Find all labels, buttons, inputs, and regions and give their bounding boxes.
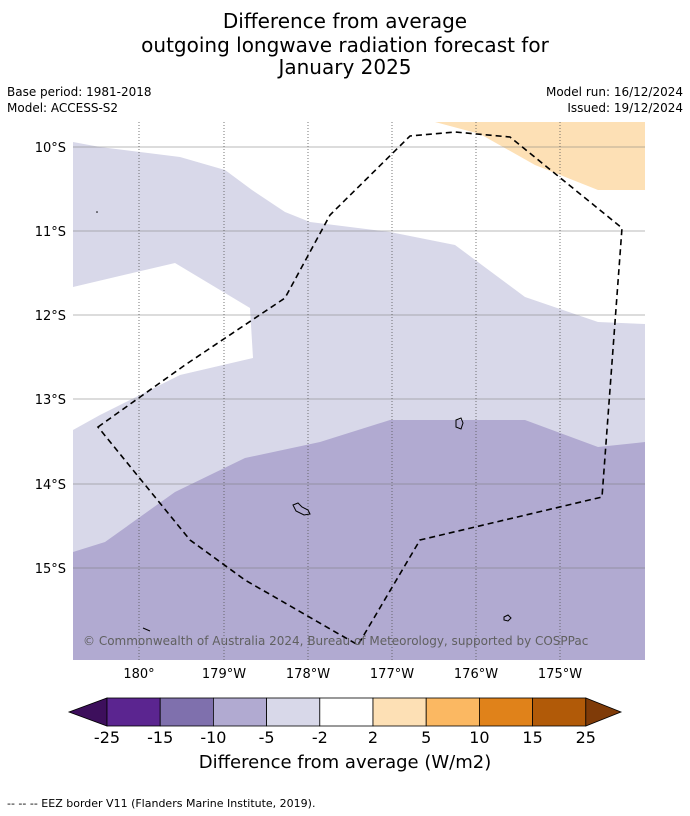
colorbar-tick-label: 15 [522, 728, 543, 747]
eez-legend-note: -- -- -- EEZ border V11 (Flanders Marine… [7, 797, 316, 810]
colorbar-tick-label: 5 [421, 728, 432, 747]
eez-border [96, 131, 623, 647]
lon-label: 178°W [286, 667, 330, 682]
lon-label: 175°W [538, 667, 582, 682]
colorbar-segment [106, 697, 161, 727]
latitude-labels: 10°S 11°S 12°S 13°S 14°S 15°S [35, 141, 66, 577]
colorbar-segment [478, 697, 533, 727]
island-dot-northwest [96, 211, 98, 213]
colorbar-extend-high [585, 697, 623, 727]
lon-label: 176°W [454, 667, 498, 682]
model-name: Model: ACCESS-S2 [7, 101, 119, 115]
colorbar-segment [425, 697, 480, 727]
island-futuna [292, 502, 311, 516]
colorbar-tick-label: -15 [147, 728, 174, 747]
lat-label: 10°S [35, 141, 66, 156]
latitude-gridlines [73, 146, 645, 569]
title-line-1: Difference from average [222, 9, 468, 33]
lon-label: 180° [123, 667, 154, 682]
colorbar-tick-label: 25 [575, 728, 596, 747]
colorbar-segment [372, 697, 427, 727]
lat-label: 12°S [35, 309, 66, 324]
lat-label: 11°S [35, 225, 66, 240]
colorbar-segment [532, 697, 587, 727]
colorbar-segment [319, 697, 374, 727]
colorbar-segment [212, 697, 267, 727]
map-area: © Commonwealth of Australia 2024, Bureau… [73, 122, 645, 660]
lon-label: 179°W [202, 667, 246, 682]
colorbar [67, 697, 623, 727]
island-small-east [503, 614, 512, 622]
longitude-labels: 180° 179°W 178°W 177°W 176°W 175°W [123, 667, 582, 682]
colorbar-tick-label: 10 [469, 728, 490, 747]
lat-label: 15°S [35, 562, 66, 577]
model-run: Model run: 16/12/2024 [545, 85, 683, 99]
copyright-text: © Commonwealth of Australia 2024, Bureau… [83, 634, 588, 648]
lat-label: 14°S [35, 478, 66, 493]
colorbar-segment [159, 697, 214, 727]
colorbar-title: Difference from average (W/m2) [198, 752, 492, 773]
island-wallis [455, 417, 464, 430]
colorbar-segment [266, 697, 321, 727]
anomaly-region-neutral-pocket [73, 263, 253, 430]
colorbar-tick-label: -2 [311, 728, 328, 747]
base-period: Base period: 1981-2018 [7, 85, 152, 99]
colorbar-tick-label: 2 [367, 728, 379, 747]
issued-date: Issued: 19/12/2024 [567, 101, 683, 115]
title-line-2: outgoing longwave radiation forecast for [141, 33, 549, 57]
anomaly-region-medium [73, 420, 645, 660]
title-line-3: January 2025 [278, 55, 412, 79]
lon-label: 177°W [370, 667, 414, 682]
colorbar-tick-label: -10 [200, 728, 227, 747]
colorbar-tick-label: -5 [258, 728, 275, 747]
colorbar-extend-low [67, 697, 108, 727]
anomaly-region-positive [435, 122, 645, 190]
lat-label: 13°S [35, 393, 66, 408]
island-small-southwest [142, 627, 151, 632]
colorbar-tick-label: -25 [93, 728, 121, 747]
